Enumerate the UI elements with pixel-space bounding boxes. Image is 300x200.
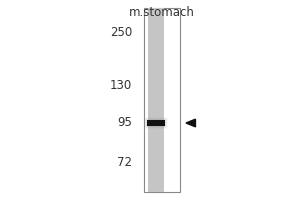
Bar xyxy=(146,119,166,127)
Text: m.stomach: m.stomach xyxy=(129,6,195,19)
Polygon shape xyxy=(186,119,196,127)
Text: 250: 250 xyxy=(110,26,132,40)
Text: 95: 95 xyxy=(117,116,132,130)
Bar xyxy=(147,120,165,126)
Text: 130: 130 xyxy=(110,79,132,92)
Bar xyxy=(144,8,180,192)
Bar xyxy=(148,8,164,192)
Bar xyxy=(145,118,167,128)
Text: 72: 72 xyxy=(117,156,132,170)
Bar xyxy=(144,117,168,129)
